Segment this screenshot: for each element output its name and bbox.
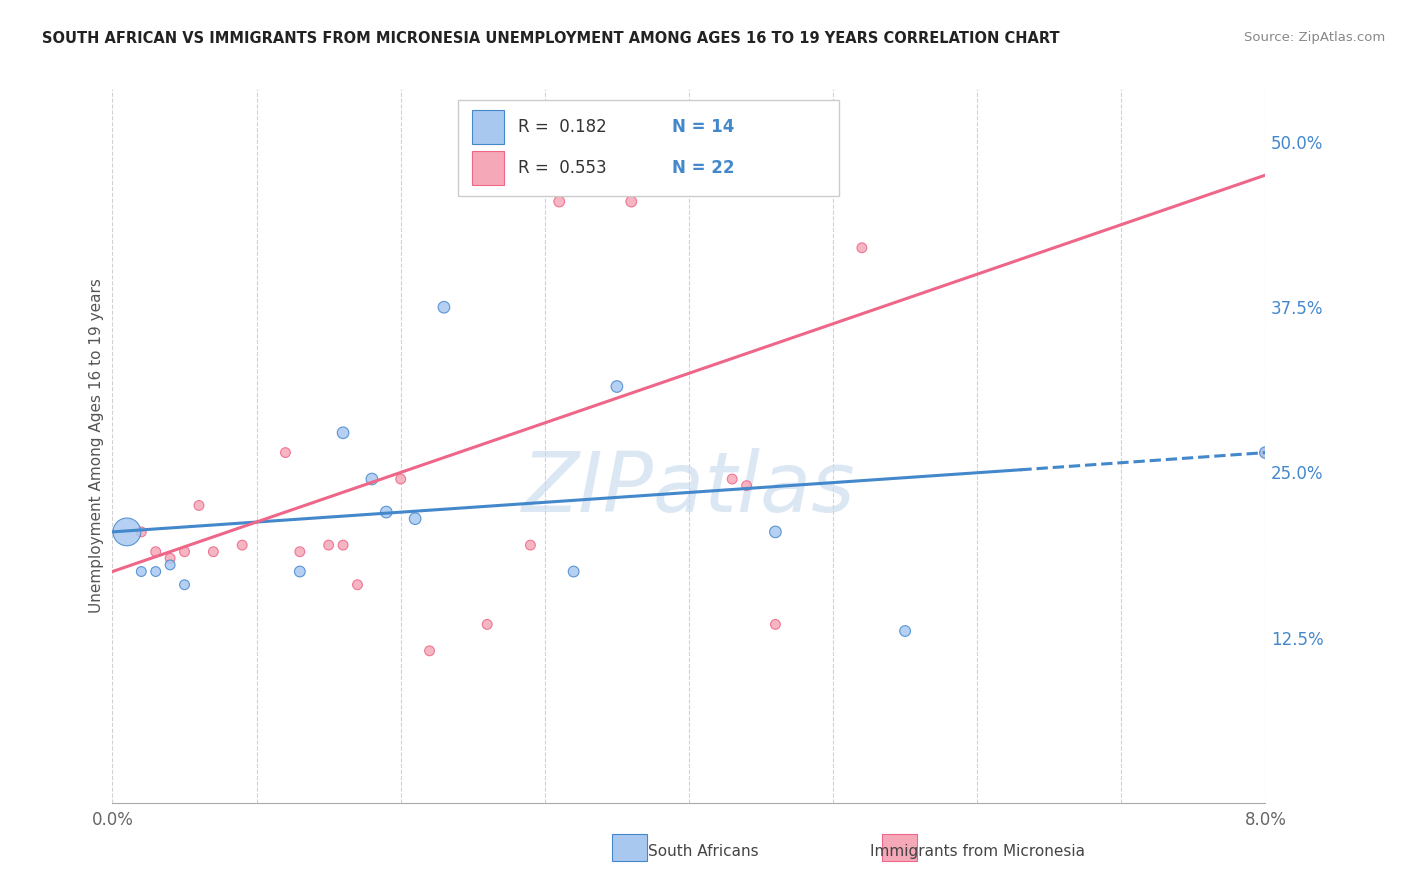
Point <box>145 565 167 579</box>
Point <box>318 538 340 552</box>
Text: Immigrants from Micronesia: Immigrants from Micronesia <box>870 845 1084 859</box>
Point <box>159 558 181 572</box>
Point <box>765 524 787 539</box>
Point <box>274 445 297 459</box>
Text: R =  0.182: R = 0.182 <box>519 118 607 136</box>
Text: N = 22: N = 22 <box>672 159 734 177</box>
Point <box>115 524 138 539</box>
Point <box>129 524 153 539</box>
Point <box>894 624 917 638</box>
Point <box>765 617 787 632</box>
Bar <box>612 834 647 861</box>
Text: R =  0.553: R = 0.553 <box>519 159 607 177</box>
Point <box>389 472 412 486</box>
Point <box>231 538 253 552</box>
Point <box>721 472 744 486</box>
Text: SOUTH AFRICAN VS IMMIGRANTS FROM MICRONESIA UNEMPLOYMENT AMONG AGES 16 TO 19 YEA: SOUTH AFRICAN VS IMMIGRANTS FROM MICRONE… <box>42 31 1060 46</box>
Bar <box>458 100 839 196</box>
Point <box>360 472 382 486</box>
Point <box>332 425 354 440</box>
Point <box>145 545 167 559</box>
Point <box>375 505 398 519</box>
Point <box>562 565 585 579</box>
Text: Source: ZipAtlas.com: Source: ZipAtlas.com <box>1244 31 1385 45</box>
Point <box>346 578 368 592</box>
Point <box>1254 445 1277 459</box>
Text: ZIPatlas: ZIPatlas <box>522 449 856 529</box>
Point <box>288 545 311 559</box>
Point <box>548 194 571 209</box>
Point <box>606 379 628 393</box>
Point <box>173 578 195 592</box>
Point <box>475 617 498 632</box>
Point <box>159 551 181 566</box>
Bar <box>472 110 505 145</box>
Y-axis label: Unemployment Among Ages 16 to 19 years: Unemployment Among Ages 16 to 19 years <box>89 278 104 614</box>
Point <box>419 644 441 658</box>
Text: N = 14: N = 14 <box>672 118 734 136</box>
Point <box>288 565 311 579</box>
Point <box>620 194 643 209</box>
Point <box>1254 445 1277 459</box>
Point <box>332 538 354 552</box>
Point <box>129 565 153 579</box>
Text: South Africans: South Africans <box>648 845 758 859</box>
Point <box>851 241 873 255</box>
Point <box>202 545 225 559</box>
Bar <box>882 834 917 861</box>
Point <box>433 300 456 314</box>
Point <box>404 511 426 525</box>
Point <box>519 538 541 552</box>
Bar <box>472 151 505 185</box>
Point <box>735 478 758 492</box>
Point <box>188 499 211 513</box>
Point <box>173 545 195 559</box>
